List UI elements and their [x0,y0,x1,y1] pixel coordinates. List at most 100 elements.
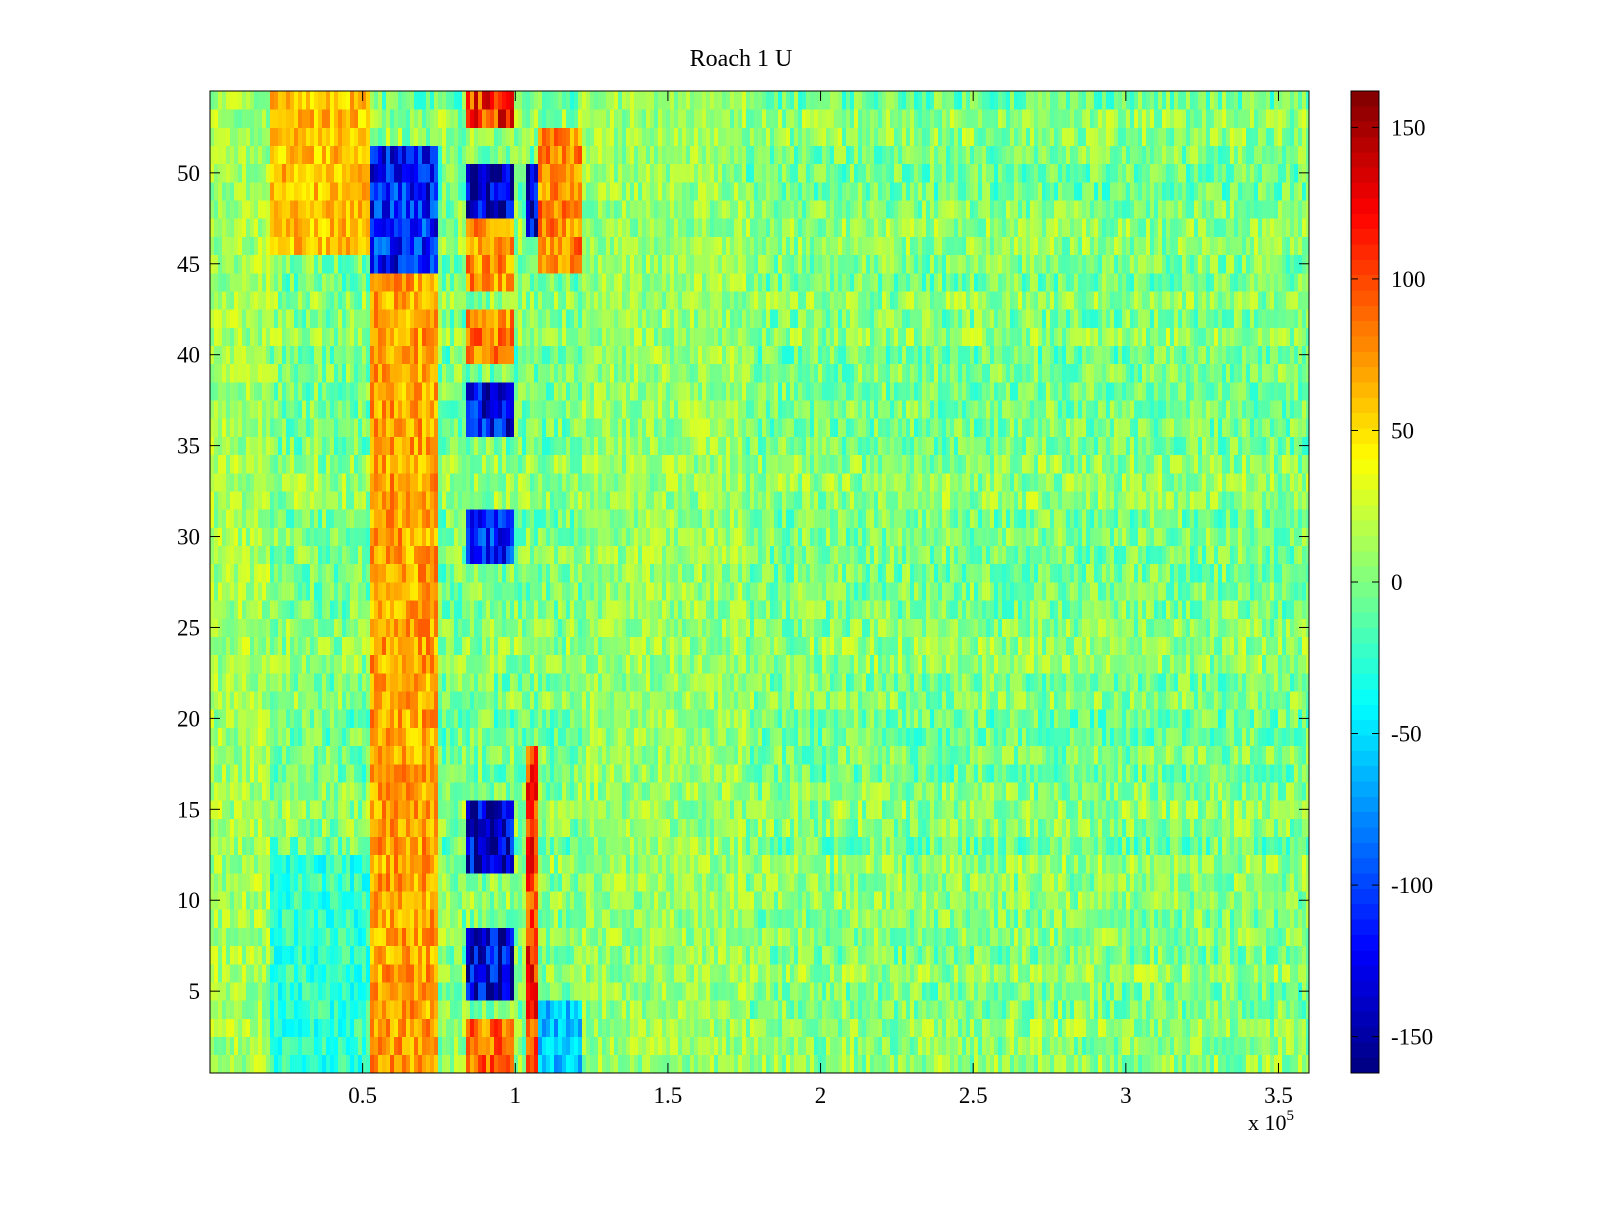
heatmap-cell [818,982,822,1001]
heatmap-cell [1242,909,1246,928]
heatmap-cell [798,763,802,783]
heatmap-cell [450,745,454,765]
heatmap-cell [1026,782,1030,801]
heatmap-cell [1302,945,1306,965]
heatmap-cell [990,1036,994,1056]
heatmap-cell [862,1036,866,1056]
heatmap-cell [910,945,914,965]
heatmap-cell [354,872,358,892]
heatmap-cell [294,963,298,983]
heatmap-cell [214,872,218,892]
heatmap-cell [1106,1018,1110,1038]
heatmap-cell [590,854,594,874]
heatmap-cell [1086,800,1090,819]
heatmap-cell [654,891,658,910]
heatmap-cell [686,1000,690,1019]
heatmap-cell [1150,1000,1154,1019]
heatmap-cell [370,982,374,1001]
heatmap-cell [1142,945,1146,965]
heatmap-cell [1102,945,1106,965]
heatmap-cell [230,782,234,801]
heatmap-cell [622,872,626,892]
heatmap-cell [274,727,278,747]
heatmap-cell [302,945,306,965]
heatmap-cell [526,945,530,965]
heatmap-cell [550,800,554,819]
heatmap-cell [682,836,686,856]
heatmap-cell [902,836,906,856]
heatmap-cell [810,963,814,983]
heatmap-cell [994,909,998,928]
heatmap-cell [978,1000,982,1019]
heatmap-cell [758,818,762,837]
heatmap-cell [482,945,486,965]
heatmap-cell [1078,909,1082,928]
heatmap-cell [1138,1000,1142,1019]
heatmap-cell [442,909,446,928]
heatmap-cell [862,927,866,947]
heatmap-cell [858,1000,862,1019]
heatmap-cell [750,1000,754,1019]
heatmap-cell [798,854,802,874]
heatmap-cell [702,927,706,947]
heatmap-cell [1214,1036,1218,1056]
heatmap-cell [686,927,690,947]
heatmap-cell [466,963,470,983]
heatmap-cell [506,909,510,928]
heatmap-cell [314,872,318,892]
heatmap-cell [886,1036,890,1056]
heatmap-cell [274,800,278,819]
heatmap-cell [1274,891,1278,910]
heatmap-cell [1046,963,1050,983]
heatmap-cell [1202,1000,1206,1019]
heatmap-cell [282,963,286,983]
heatmap-cell [462,891,466,910]
heatmap-cell [214,727,218,747]
heatmap-cell [962,927,966,947]
heatmap-cell [1214,800,1218,819]
heatmap-cell [930,927,934,947]
heatmap-cell [438,927,442,947]
heatmap-cell [850,854,854,874]
heatmap-cell [874,745,878,765]
heatmap-cell [406,782,410,801]
heatmap-cell [1234,891,1238,910]
heatmap-cell [362,836,366,856]
heatmap-cell [594,945,598,965]
heatmap-cell [646,745,650,765]
heatmap-cell [690,891,694,910]
heatmap-cell [274,1000,278,1019]
heatmap-cell [1238,854,1242,874]
heatmap-cell [1206,818,1210,837]
heatmap-cell [1082,963,1086,983]
heatmap-cell [1062,909,1066,928]
heatmap-cell [378,927,382,947]
heatmap-cell [318,854,322,874]
heatmap-cell [826,854,830,874]
heatmap-cell [598,800,602,819]
heatmap-cell [970,872,974,892]
heatmap-cell [1298,1000,1302,1019]
heatmap-cell [1146,836,1150,856]
heatmap-cell [458,927,462,947]
heatmap-cell [1038,1018,1042,1038]
heatmap-cell [958,927,962,947]
heatmap-cell [662,909,666,928]
heatmap-cell [934,854,938,874]
heatmap-cell [566,872,570,892]
heatmap-cell [1218,763,1222,783]
heatmap-cell [1186,818,1190,837]
heatmap-cell [886,891,890,910]
heatmap-cell [234,872,238,892]
heatmap-cell [646,982,650,1001]
heatmap-cell [1074,818,1078,837]
heatmap-cell [538,982,542,1001]
heatmap-cell [502,818,506,837]
heatmap-cell [1114,782,1118,801]
heatmap-cell [502,1036,506,1056]
heatmap-cell [322,818,326,837]
heatmap-cell [934,927,938,947]
heatmap-cell [382,727,386,747]
heatmap-cell [1218,818,1222,837]
heatmap-cell [310,872,314,892]
